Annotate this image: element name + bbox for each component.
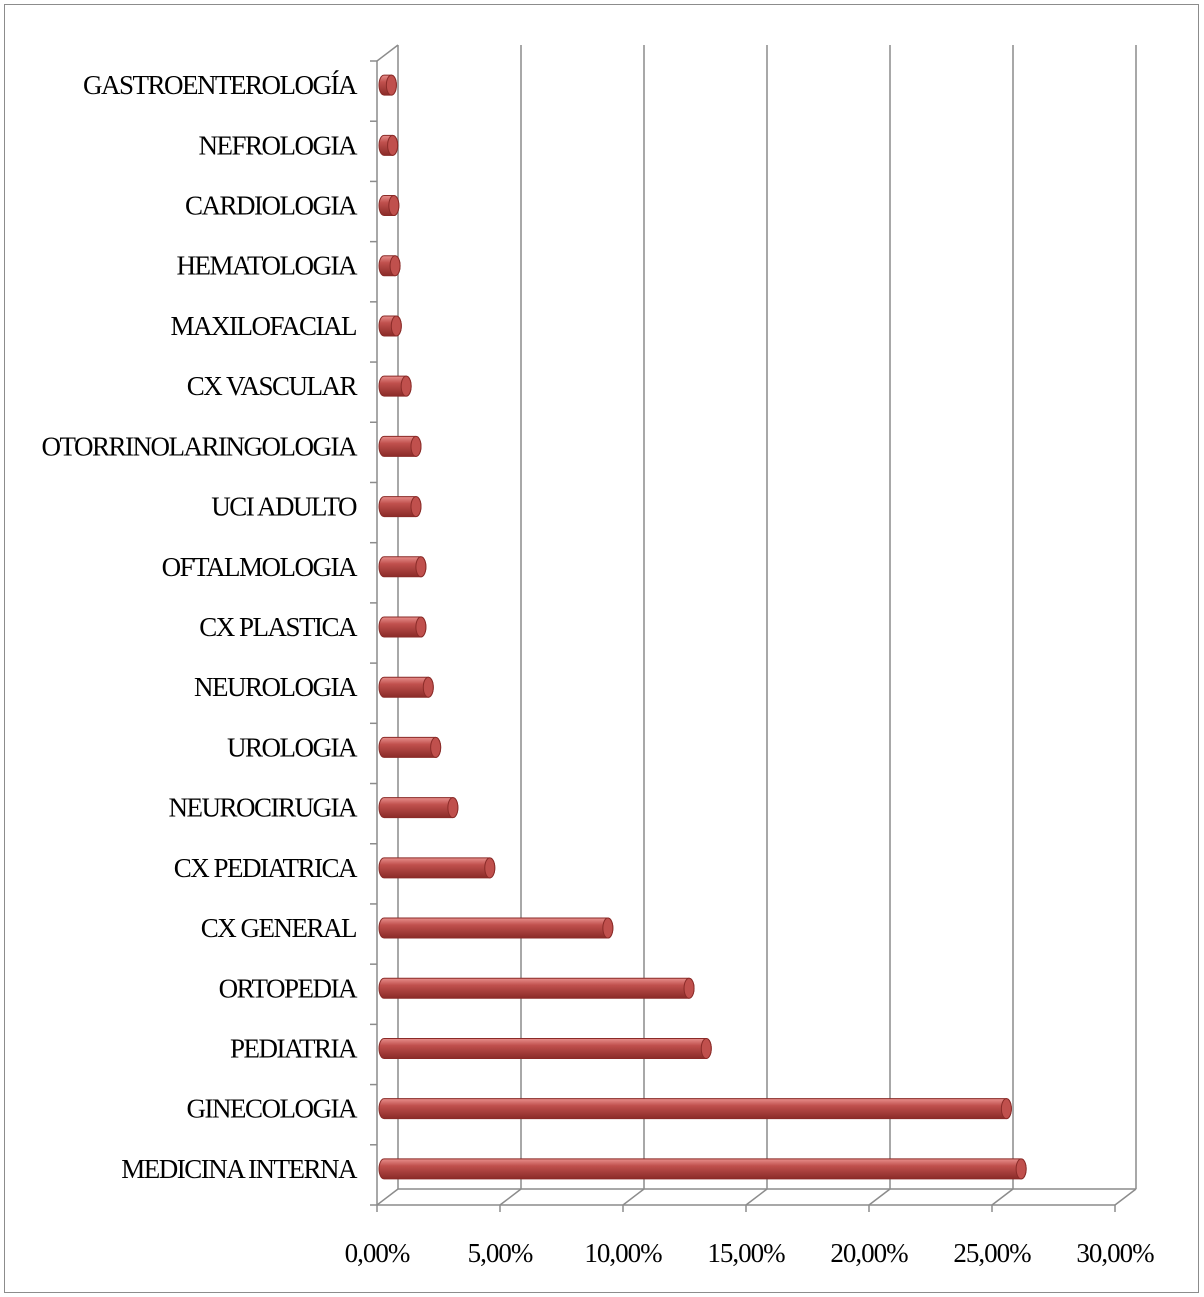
bar: [378, 1158, 1027, 1180]
bar: [378, 1098, 1012, 1120]
bar-cap: [484, 857, 496, 879]
category-label: MAXILOFACIAL: [171, 311, 357, 341]
category-label: UROLOGIA: [227, 732, 358, 762]
category-label: NEUROLOGIA: [194, 672, 358, 702]
floor-line: [745, 1188, 768, 1206]
bars: [378, 74, 1027, 1180]
category-label: CX GENERAL: [201, 913, 356, 943]
bar-cap: [422, 676, 434, 698]
bar-cap: [683, 977, 695, 999]
bar: [378, 977, 695, 999]
bar-cap: [410, 496, 422, 518]
category-label: HEMATOLOGIA: [177, 251, 358, 281]
floor-line: [622, 1188, 645, 1206]
category-labels: MEDICINA INTERNA GINECOLOGIA PEDIATRIA ORTO…: [42, 70, 360, 1184]
bar-cap: [385, 74, 397, 96]
bar: [378, 857, 496, 879]
bar: [378, 1037, 712, 1059]
x-tick-labels: 0,00% 5,00% 10,00% 15,00% 20,00% 25,00% 30,00%: [345, 1238, 1156, 1268]
category-label: ORTOPEDIA: [219, 973, 358, 1003]
bar: [378, 797, 459, 819]
floor-line: [1114, 1188, 1137, 1206]
bar-cap: [1015, 1158, 1027, 1180]
x-tick-label: 25,00%: [953, 1238, 1031, 1268]
category-label: CX VASCULAR: [187, 371, 358, 401]
bar-cap: [415, 616, 427, 638]
bar-cap: [1000, 1098, 1012, 1120]
axes: [370, 44, 1136, 1212]
bar-cap: [415, 556, 427, 578]
bar-cap: [400, 375, 412, 397]
floor-line: [376, 1188, 399, 1206]
category-label: NEFROLOGIA: [199, 130, 358, 160]
bar: [378, 917, 614, 939]
category-label: CX PLASTICA: [199, 612, 358, 642]
bar-cap: [447, 797, 459, 819]
grid-lines: [376, 45, 1137, 1206]
chart-frame: [4, 4, 1199, 1293]
category-label: MEDICINA INTERNA: [121, 1154, 358, 1184]
category-label: PEDIATRIA: [230, 1033, 358, 1063]
bar-cap: [389, 255, 401, 277]
category-label: GINECOLOGIA: [187, 1094, 358, 1124]
x-tick-label: 0,00%: [345, 1238, 410, 1268]
bar-cap: [390, 315, 402, 337]
bar-cap: [388, 195, 400, 217]
floor-line: [991, 1188, 1014, 1206]
x-tick-label: 10,00%: [584, 1238, 662, 1268]
bar-cap: [700, 1037, 712, 1059]
bar-cap: [602, 917, 614, 939]
category-label: NEUROCIRUGIA: [169, 793, 358, 823]
x-tick-label: 20,00%: [830, 1238, 908, 1268]
category-label: OTORRINOLARINGOLOGIA: [42, 431, 358, 461]
category-label: UCI ADULTO: [211, 492, 357, 522]
category-label: CARDIOLOGIA: [185, 191, 358, 221]
x-tick-label: 5,00%: [468, 1238, 533, 1268]
wall-top-edge: [376, 44, 399, 62]
floor-line: [868, 1188, 891, 1206]
bar-cap: [410, 435, 422, 457]
bar-cap: [430, 736, 442, 758]
bar-cap: [387, 134, 399, 156]
floor-line: [499, 1188, 522, 1206]
category-label: OFTALMOLOGIA: [162, 552, 358, 582]
category-label: GASTROENTEROLOGÍA: [83, 70, 358, 100]
x-tick-label: 30,00%: [1076, 1238, 1154, 1268]
category-label: CX PEDIATRICA: [174, 853, 358, 883]
x-tick-label: 15,00%: [707, 1238, 785, 1268]
